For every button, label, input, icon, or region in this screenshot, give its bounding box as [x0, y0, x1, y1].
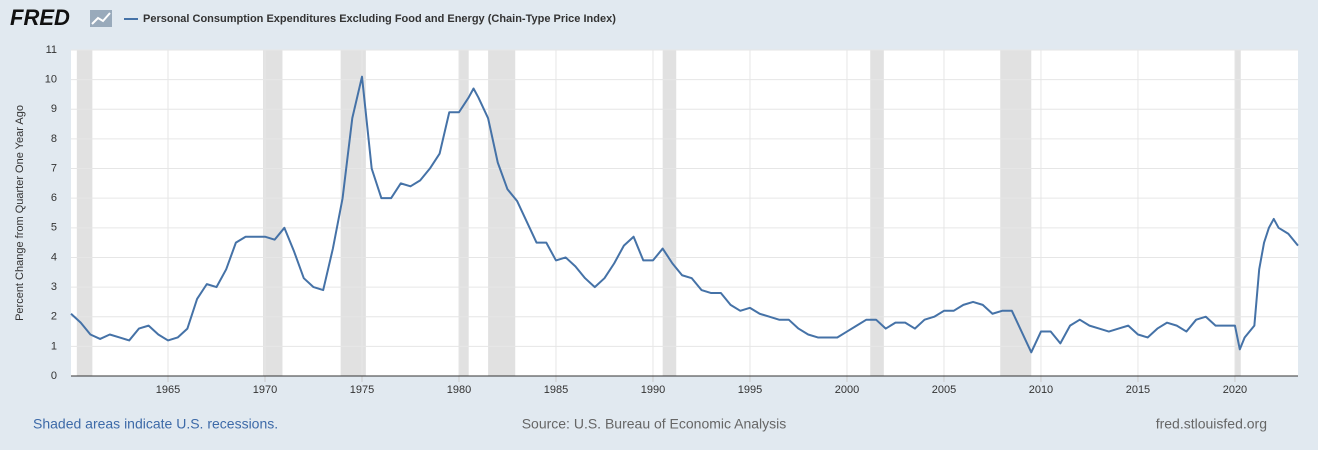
- recession-band: [1234, 50, 1241, 376]
- recession-band: [76, 50, 93, 376]
- y-tick-label: 1: [51, 340, 57, 352]
- x-tick-label: 1990: [641, 384, 665, 396]
- y-tick-label: 9: [51, 103, 57, 115]
- x-tick-label: 2000: [835, 384, 859, 396]
- data-line: [70, 75, 1299, 354]
- recession-band: [870, 50, 884, 376]
- footer-right: fred.stlouisfed.org: [1156, 416, 1267, 432]
- logo-icon: [90, 10, 112, 27]
- x-tick-label: 2010: [1029, 384, 1053, 396]
- y-tick-label: 5: [51, 222, 57, 234]
- y-tick-label: 2: [51, 311, 57, 323]
- x-tick-label: 1965: [156, 384, 180, 396]
- y-tick-label: 0: [51, 370, 57, 382]
- y-tick-label: 8: [51, 133, 57, 145]
- recession-band: [662, 50, 677, 376]
- y-tick-label: 11: [46, 44, 57, 56]
- y-tick-label: 4: [51, 251, 57, 263]
- plot-area: [71, 50, 1298, 376]
- recession-band: [458, 50, 469, 376]
- x-tick-label: 1970: [253, 384, 277, 396]
- y-tick-label: 10: [45, 74, 57, 86]
- recession-band: [488, 50, 516, 376]
- legend-label: Personal Consumption Expenditures Exclud…: [143, 13, 616, 25]
- x-tick-label: 2005: [932, 384, 956, 396]
- x-tick-label: 1975: [350, 384, 374, 396]
- y-tick-label: 7: [51, 162, 57, 174]
- y-tick-label: 3: [51, 281, 57, 293]
- footer-left: Shaded areas indicate U.S. recessions.: [33, 416, 278, 432]
- x-tick-label: 1995: [738, 384, 762, 396]
- x-tick-label: 1980: [447, 384, 471, 396]
- y-axis-label: Percent Change from Quarter One Year Ago: [14, 105, 26, 321]
- recession-band: [263, 50, 283, 376]
- y-tick-label: 6: [51, 192, 57, 204]
- x-tick-label: 2020: [1223, 384, 1247, 396]
- x-tick-label: 2015: [1126, 384, 1150, 396]
- x-tick-label: 1985: [544, 384, 568, 396]
- brand-logo: FRED: [10, 5, 70, 30]
- recession-band: [1000, 50, 1032, 376]
- footer-center: Source: U.S. Bureau of Economic Analysis: [522, 416, 787, 432]
